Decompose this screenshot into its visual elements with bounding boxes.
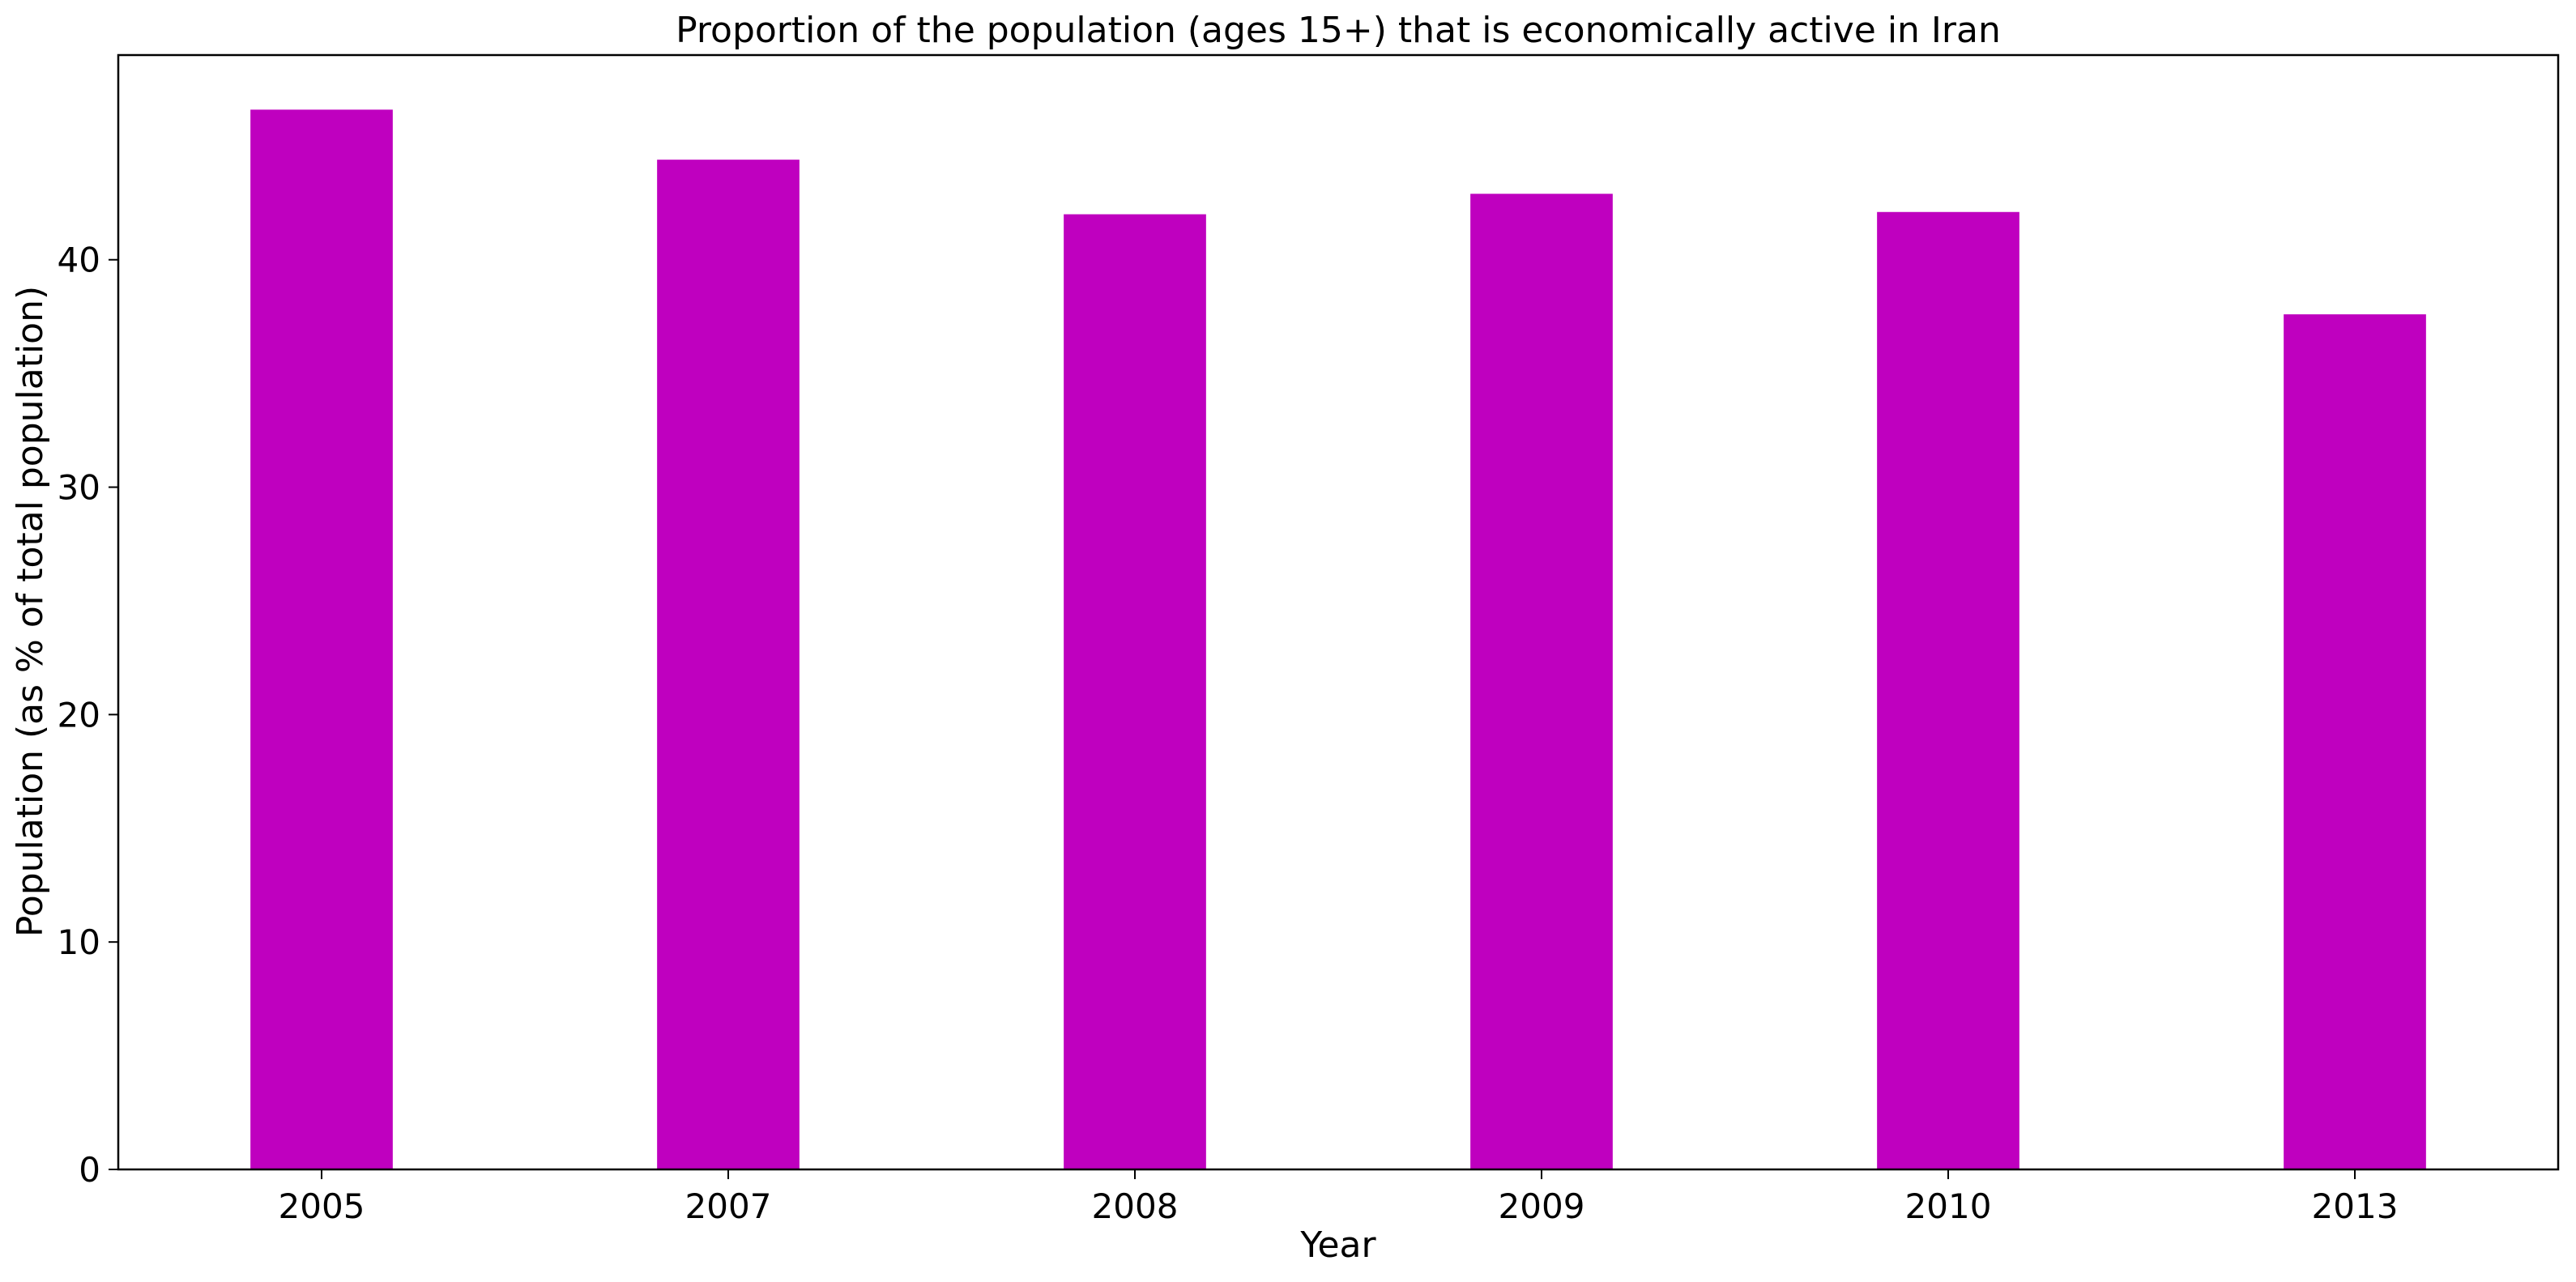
bars-group — [250, 109, 2426, 1170]
x-tick-label: 2005 — [279, 1186, 365, 1226]
bar-2013 — [2284, 314, 2426, 1169]
x-axis-ticks: 2005 2007 2008 2009 2010 2013 — [279, 1169, 2399, 1226]
x-tick-label: 2007 — [685, 1186, 772, 1226]
y-tick-label: 30 — [58, 468, 100, 508]
y-tick-label: 20 — [58, 695, 100, 735]
bar-2009 — [1470, 194, 1613, 1169]
bar-2010 — [1877, 211, 2019, 1169]
x-tick-label: 2008 — [1092, 1186, 1179, 1226]
y-axis-ticks: 0 10 20 30 40 — [58, 241, 118, 1190]
y-tick-label: 10 — [58, 922, 100, 962]
bar-2007 — [657, 160, 800, 1169]
chart-title: Proportion of the population (ages 15+) … — [676, 10, 2001, 51]
plot-frame — [117, 53, 2560, 1171]
x-tick-label: 2010 — [1905, 1186, 1992, 1226]
x-axis-label: Year — [1299, 1225, 1376, 1266]
y-axis-label: Population (as % of total population) — [10, 286, 51, 937]
x-tick-label: 2009 — [1499, 1186, 1585, 1226]
y-tick-label: 40 — [58, 241, 100, 280]
bar-2005 — [250, 109, 393, 1170]
y-tick-label: 0 — [79, 1150, 100, 1190]
bar-2008 — [1064, 214, 1206, 1170]
x-tick-label: 2013 — [2312, 1186, 2399, 1226]
